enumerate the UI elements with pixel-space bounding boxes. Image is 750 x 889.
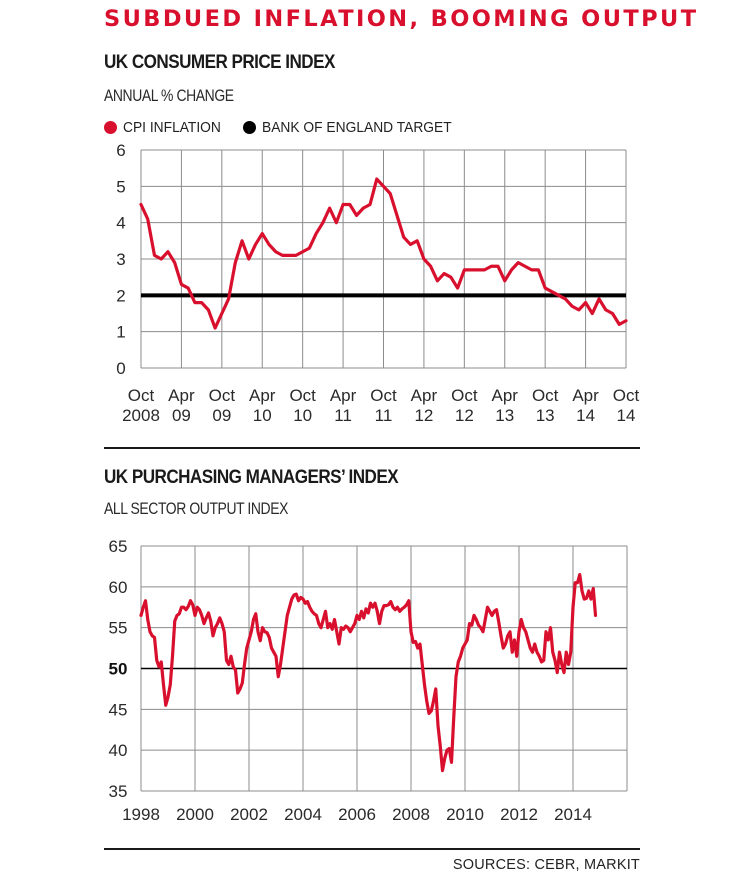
pmi-y-tick-label: 40: [109, 741, 128, 760]
cpi-y-tick-label: 4: [116, 214, 125, 233]
pmi-y-tick-label: 65: [109, 537, 128, 556]
cpi-x-tick-label: Oct: [128, 386, 155, 405]
cpi-legend: CPI INFLATION BANK OF ENGLAND TARGET: [104, 119, 483, 136]
cpi-x-tick-label: 12: [414, 406, 433, 425]
cpi-x-tick-label: Apr: [411, 386, 438, 405]
legend-item-cpi: CPI INFLATION: [104, 119, 229, 136]
cpi-x-tick-label: 13: [495, 406, 514, 425]
legend-label-target: BANK OF ENGLAND TARGET: [262, 119, 453, 136]
pmi-x-tick-label: 2002: [230, 805, 268, 824]
cpi-x-tick-label: 14: [617, 406, 636, 425]
pmi-x-tick-label: 2004: [284, 805, 322, 824]
cpi-x-tick-label: 09: [172, 406, 191, 425]
cpi-x-tick-label: Oct: [613, 386, 640, 405]
pmi-x-tick-label: 2000: [176, 805, 214, 824]
divider-2: [104, 848, 640, 850]
pmi-x-tick-label: 2012: [500, 805, 538, 824]
cpi-y-tick-label: 0: [116, 359, 125, 378]
cpi-y-tick-label: 6: [116, 141, 125, 160]
pmi-x-tick-label: 2014: [554, 805, 592, 824]
cpi-x-tick-label: Apr: [492, 386, 519, 405]
cpi-chart-title: UK CONSUMER PRICE INDEX: [104, 52, 335, 73]
legend-item-target: BANK OF ENGLAND TARGET: [243, 119, 468, 136]
legend-swatch-cpi: [104, 121, 117, 134]
cpi-x-tick-label: Oct: [370, 386, 397, 405]
pmi-chart-subtitle: ALL SECTOR OUTPUT INDEX: [104, 499, 288, 518]
cpi-x-tick-label: 13: [536, 406, 555, 425]
pmi-chart-title: UK PURCHASING MANAGERS’ INDEX: [104, 467, 399, 488]
sources-note: SOURCES: CEBR, MARKIT: [452, 857, 640, 873]
divider-1: [104, 447, 640, 449]
pmi-x-tick-label: 2010: [446, 805, 484, 824]
cpi-x-tick-label: 11: [375, 406, 393, 425]
pmi-y-tick-label: 35: [109, 782, 128, 801]
cpi-x-tick-label: Oct: [451, 386, 478, 405]
cpi-x-tick-label: Apr: [330, 386, 357, 405]
cpi-x-tick-label: 10: [293, 406, 312, 425]
main-title: SUBDUED INFLATION, BOOMING OUTPUT: [104, 6, 699, 32]
legend-swatch-target: [243, 121, 257, 134]
pmi-y-tick-label: 45: [109, 700, 128, 719]
pmi-x-tick-label: 2008: [392, 805, 430, 824]
legend-label-cpi: CPI INFLATION: [123, 119, 221, 136]
cpi-x-tick-label: Apr: [572, 386, 599, 405]
cpi-x-tick-label: Oct: [289, 386, 316, 405]
cpi-inflation-line: [139, 177, 628, 330]
cpi-x-tick-label: Oct: [209, 386, 236, 405]
cpi-x-tick-label: 09: [212, 406, 231, 425]
cpi-x-tick-label: 14: [576, 406, 595, 425]
cpi-y-tick-label: 1: [116, 323, 125, 342]
cpi-x-tick-label: 10: [253, 406, 272, 425]
cpi-x-tick-label: Oct: [532, 386, 559, 405]
cpi-y-tick-label: 3: [116, 250, 125, 269]
cpi-y-tick-label: 5: [116, 177, 125, 196]
pmi-y-tick-label: 55: [109, 619, 128, 638]
cpi-x-tick-label: 12: [455, 406, 474, 425]
pmi-y-tick-label: 60: [109, 578, 128, 597]
cpi-chart-subtitle: ANNUAL % CHANGE: [104, 86, 234, 105]
pmi-y-tick-label: 50: [109, 660, 128, 679]
cpi-y-tick-label: 2: [116, 286, 125, 305]
pmi-x-tick-label: 2006: [338, 805, 376, 824]
cpi-x-tick-label: 2008: [122, 406, 160, 425]
pmi-output-line: [139, 572, 598, 773]
cpi-x-tick-label: 11: [334, 406, 352, 425]
cpi-x-tick-label: Apr: [168, 386, 195, 405]
cpi-x-tick-label: Apr: [249, 386, 276, 405]
pmi-x-tick-label: 1998: [122, 805, 160, 824]
